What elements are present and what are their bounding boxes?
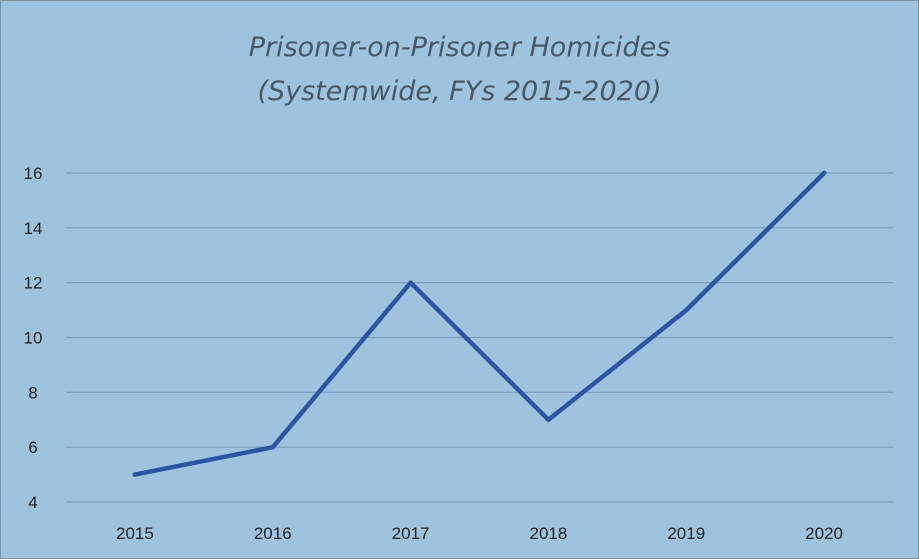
chart-title: Prisoner-on-Prisoner Homicides [248, 32, 671, 63]
y-tick-label: 4 [28, 493, 37, 512]
y-tick-label: 6 [28, 438, 37, 457]
series-line [132, 170, 827, 477]
data-point [408, 280, 413, 285]
y-tick-label: 8 [28, 383, 37, 402]
data-point [821, 170, 827, 176]
x-tick-label: 2016 [254, 524, 292, 543]
data-point [132, 472, 138, 477]
y-tick-label: 12 [24, 274, 43, 293]
y-tick-label: 16 [24, 164, 43, 183]
y-tick-label: 14 [24, 219, 43, 238]
x-tick-label: 2019 [667, 524, 705, 543]
data-point [684, 307, 689, 313]
chart-subtitle: (Systemwide, FYs 2015-2020) [257, 76, 662, 107]
data-point [546, 417, 551, 422]
y-tick-label: 10 [24, 329, 43, 348]
data-point [270, 444, 275, 450]
x-tick-label: 2018 [530, 524, 568, 543]
x-tick-label: 2020 [805, 524, 843, 543]
x-tick-label: 2015 [116, 524, 154, 543]
x-tick-label: 2017 [392, 524, 430, 543]
